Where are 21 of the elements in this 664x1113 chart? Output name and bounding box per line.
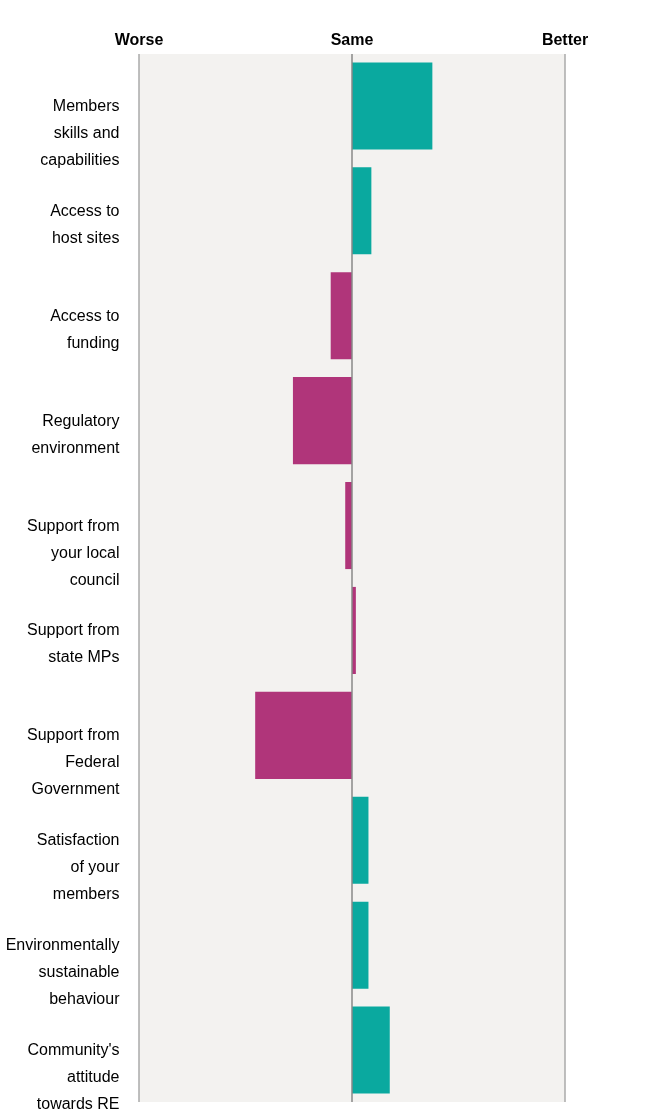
y-tick-label: Regulatory environment <box>31 411 121 456</box>
bar <box>330 272 352 360</box>
text: Same <box>330 31 374 48</box>
text: Worse <box>114 31 164 48</box>
y-tick-label: Members skills and capabilities <box>40 96 120 168</box>
bar <box>352 901 369 989</box>
y-tick-label: Support from Federal Government <box>27 726 121 798</box>
y-tick-label: Satisfaction of your members <box>36 831 121 903</box>
y-tick-label: Environmentally sustainable behaviour <box>5 936 121 1008</box>
bar <box>292 377 352 465</box>
y-tick-label: Support from your local council <box>27 516 120 588</box>
text: Better <box>541 31 589 48</box>
bar <box>352 167 372 255</box>
y-tick-label: Access to host sites <box>50 201 120 246</box>
y-tick-label: Access to funding <box>50 306 120 351</box>
y-tick-label: Support from state MPs <box>27 621 120 666</box>
bar <box>352 62 433 150</box>
bar <box>255 691 352 779</box>
bar <box>352 1006 390 1094</box>
y-tick-label: Community's attitude towards RE <box>27 1041 120 1113</box>
bar <box>352 796 369 884</box>
